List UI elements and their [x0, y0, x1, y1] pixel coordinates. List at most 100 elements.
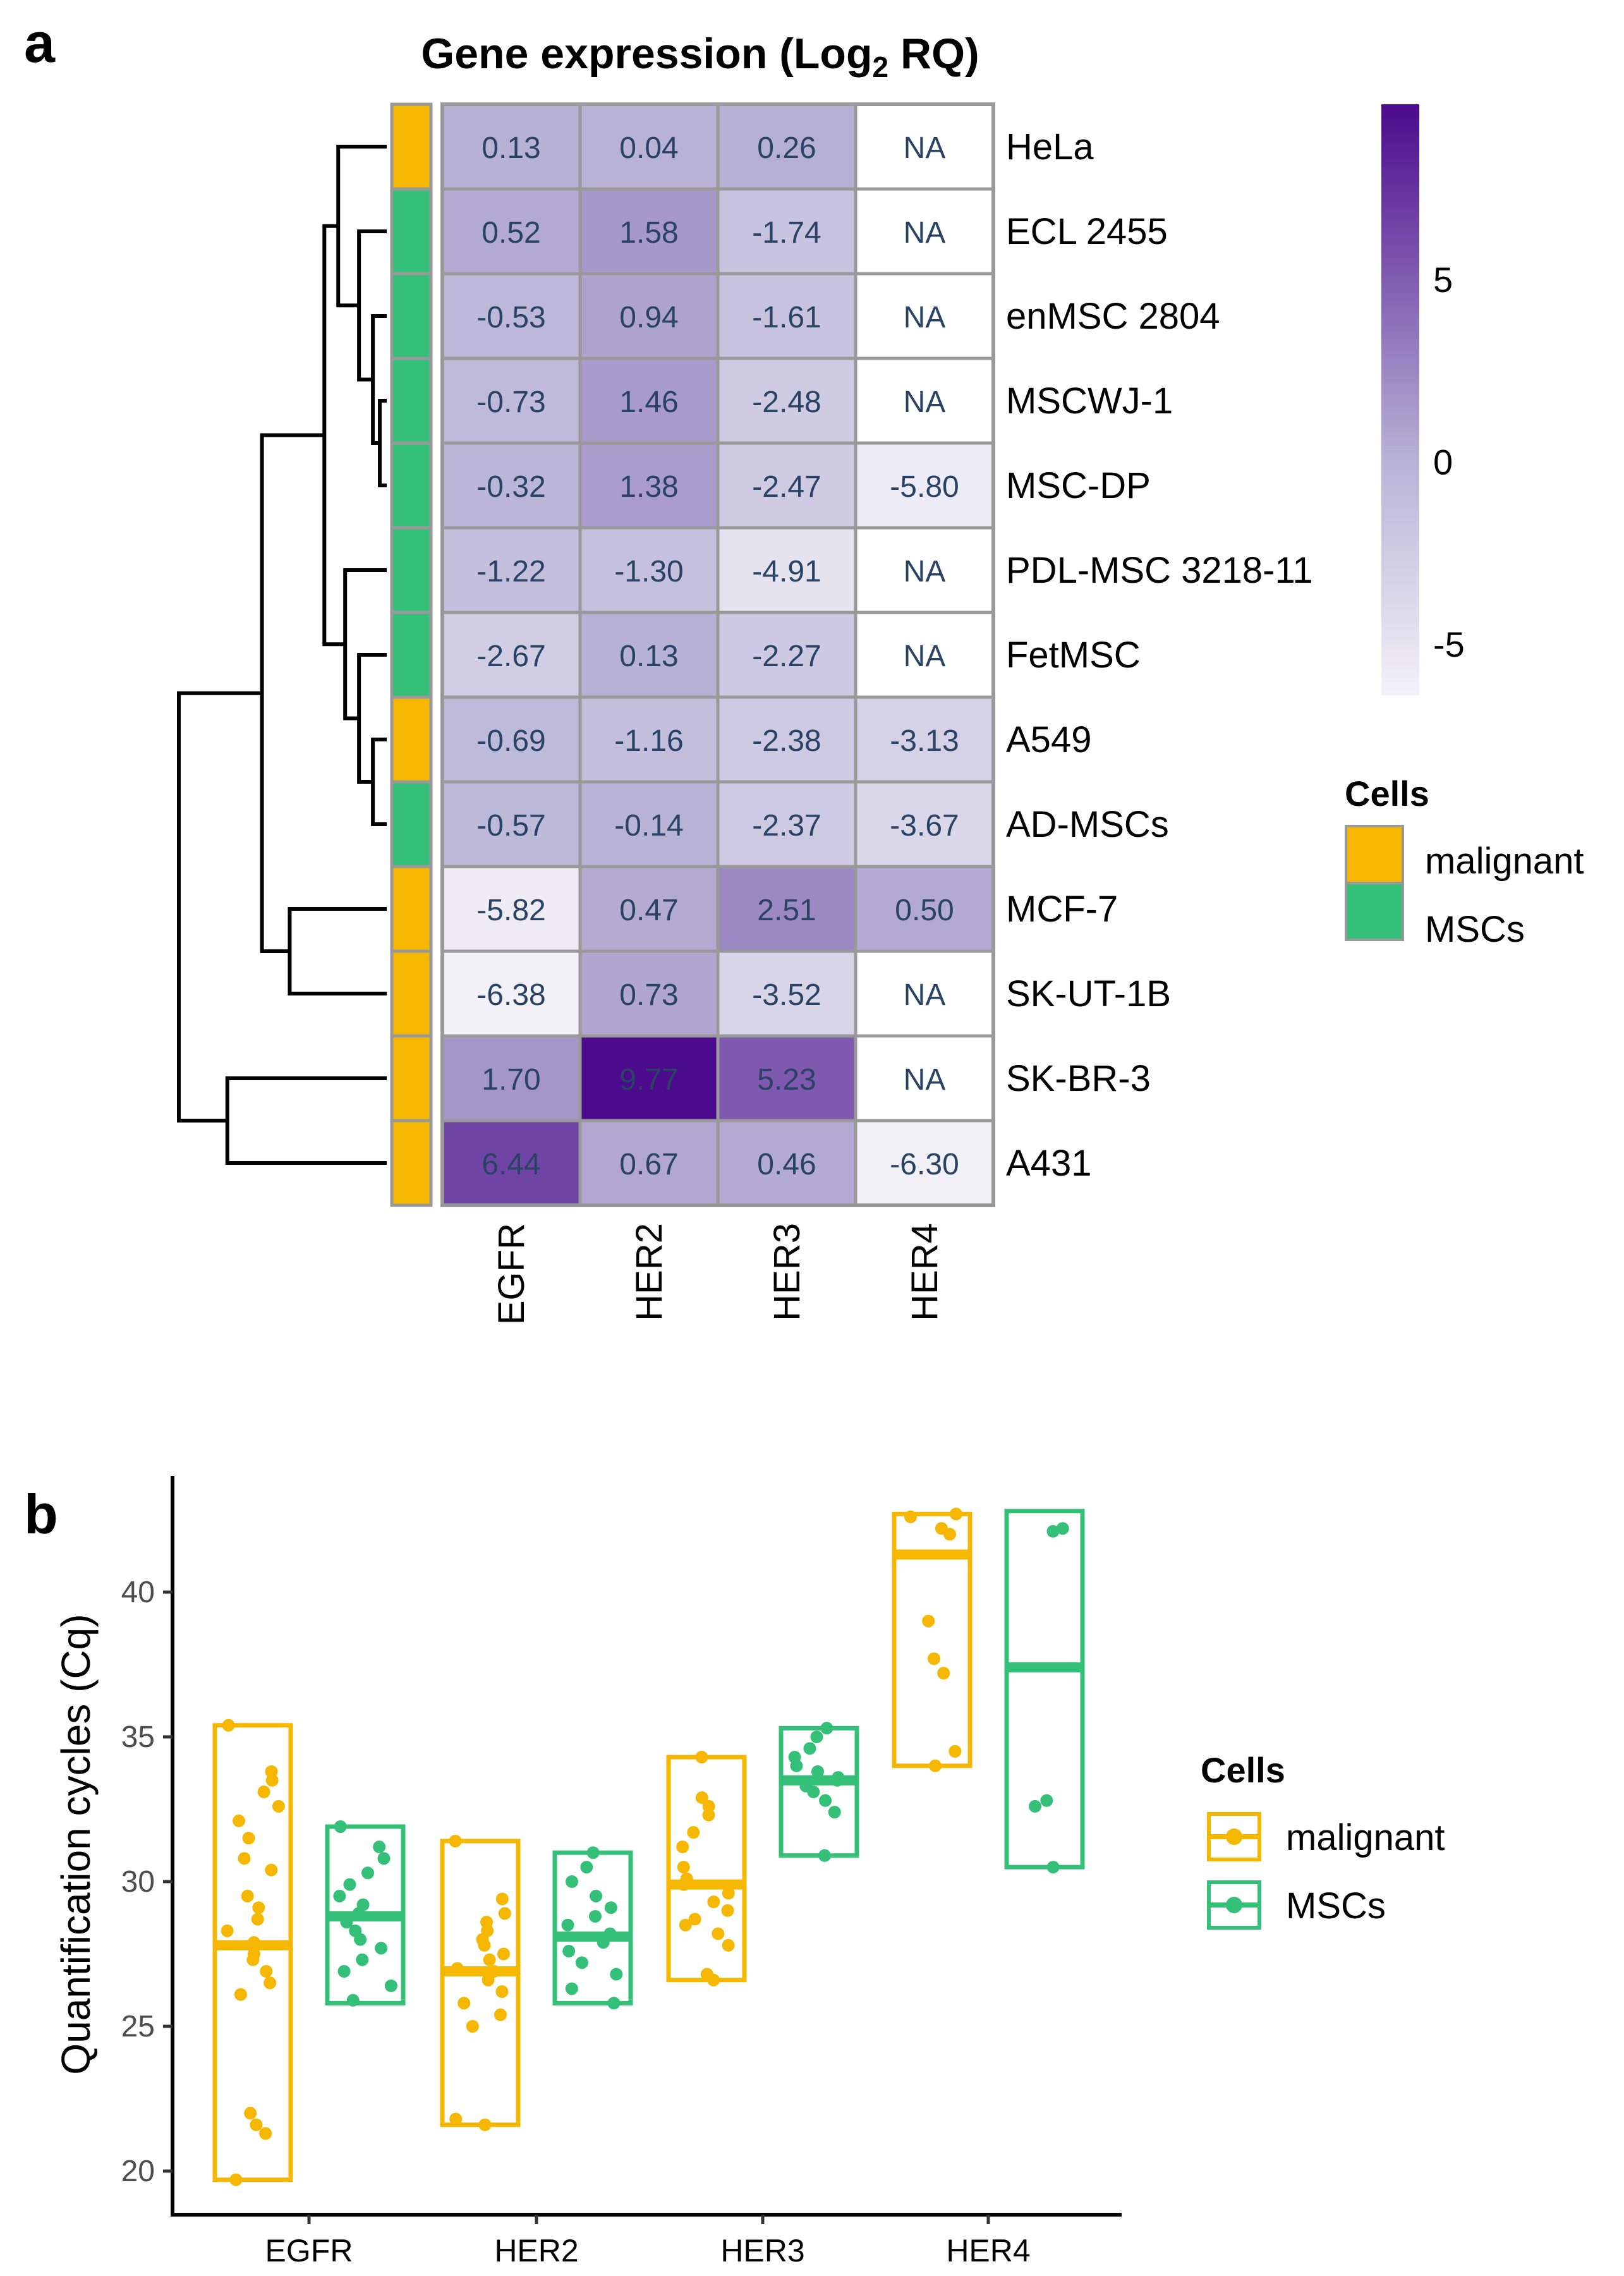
heatmap-cell-value: -5.82: [476, 894, 545, 927]
data-point-malignant: [695, 1751, 708, 1764]
heatmap-cell-value: NA: [904, 640, 946, 673]
data-point-malignant: [265, 1765, 278, 1778]
heatmap-cell-value: -2.47: [752, 470, 821, 504]
heatmap-cell: [716, 526, 857, 614]
heatmap-cell-value: 0.26: [757, 131, 816, 165]
data-point-malignant: [251, 1913, 264, 1926]
col-label: HER2: [629, 1223, 670, 1321]
row-label: A431: [1006, 1143, 1091, 1184]
heatmap-cell-value: -0.69: [476, 724, 545, 758]
heatmap-cell-value: 1.46: [619, 386, 678, 419]
data-point-mscs: [346, 1993, 360, 2007]
data-point-mscs: [580, 1861, 593, 1874]
data-point-mscs: [1046, 1524, 1060, 1538]
data-point-mscs: [604, 1901, 617, 1914]
data-point-mscs: [1056, 1522, 1069, 1535]
row-label: enMSC 2804: [1006, 296, 1220, 337]
data-point-malignant: [222, 1719, 235, 1732]
group-strip-cell: [390, 1034, 433, 1123]
data-point-mscs: [832, 1771, 845, 1784]
heatmap-cell-value: 6.44: [482, 1148, 540, 1181]
heatmap-cell: [440, 441, 582, 530]
group-strip-cell: [390, 187, 433, 276]
panel-b-label: b: [24, 1483, 58, 1545]
legend-b-label-mscs: MSCs: [1286, 1885, 1386, 1926]
heatmap-cell: [578, 1119, 720, 1207]
data-point-mscs: [607, 1997, 621, 2010]
heatmap-cell-value: -2.27: [752, 640, 821, 673]
dendrogram-link: [336, 145, 387, 308]
data-point-malignant: [494, 2008, 507, 2021]
heatmap-cell-value: NA: [904, 386, 946, 419]
range-box-mscs: [1004, 1509, 1085, 1870]
data-point-malignant: [495, 1985, 509, 1999]
dendrogram-link: [371, 738, 387, 826]
heatmap-cell: [578, 441, 720, 530]
y-axis-title: Quantification cycles (Cq): [53, 1614, 99, 2074]
heatmap-cell-value: NA: [904, 301, 946, 334]
cq-plot: 20 25 30 35 40 EGFR HER2 HER3 HER4 Quantificati…: [53, 1476, 1122, 2268]
data-point-mscs: [575, 1956, 588, 1969]
data-point-malignant: [487, 1964, 500, 1978]
heatmap-cell-value: 1.70: [482, 1063, 540, 1097]
range-boxes: [212, 1509, 1085, 2182]
data-point-malignant: [229, 2173, 243, 2186]
heatmap-cell-value: -0.57: [476, 809, 545, 843]
data-point-mscs: [373, 1841, 386, 1854]
data-point-malignant: [451, 1962, 464, 1975]
legend-b-key-mscs: [1207, 1880, 1261, 1930]
legend-b-label-malignant: malignant: [1286, 1817, 1445, 1858]
data-point-mscs: [819, 1794, 832, 1807]
dendrogram-link: [177, 691, 262, 1123]
heatmap-cell-value: -6.30: [890, 1148, 959, 1181]
heatmap-title-main: Gene expression (Log: [421, 30, 872, 78]
data-point-malignant: [700, 1968, 713, 1981]
heatmap-cell-value: 1.58: [619, 216, 678, 250]
heatmap-cell-value: -4.91: [752, 555, 821, 588]
group-strip-cell: [390, 526, 433, 614]
heatmap-cell: [578, 695, 720, 784]
heatmap-cell: [854, 1119, 995, 1207]
row-label: MSCWJ-1: [1006, 380, 1173, 422]
heatmap-cell-value: -2.48: [752, 386, 821, 419]
data-point-malignant: [449, 1834, 462, 1847]
data-point-mscs: [356, 1953, 369, 1966]
heatmap-cell-value: -1.61: [752, 301, 821, 334]
group-strip-cell: [390, 695, 433, 784]
row-label: SK-UT-1B: [1006, 973, 1171, 1014]
heatmap-cell: [578, 865, 720, 953]
row-label: HeLa: [1006, 126, 1094, 167]
data-point-mscs: [340, 1916, 353, 1929]
data-point-mscs: [803, 1742, 816, 1755]
data-point-mscs: [1040, 1794, 1053, 1807]
heatmap-cell-value: -6.38: [476, 978, 545, 1012]
group-strip-cell: [390, 865, 433, 953]
data-point-malignant: [238, 1852, 251, 1865]
y-tick-label: 20: [121, 2155, 155, 2188]
data-point-mscs: [349, 1924, 362, 1937]
heatmap-cell: [578, 356, 720, 445]
group-strip-cell: [390, 1119, 433, 1207]
heatmap-cell-value: 0.73: [619, 978, 678, 1012]
x-tick-label: HER3: [720, 2233, 804, 2268]
data-point-malignant: [722, 1887, 735, 1900]
col-label: EGFR: [491, 1223, 532, 1325]
data-point-mscs: [377, 1852, 391, 1865]
data-point-malignant: [247, 1947, 260, 1961]
legend-a-title: Cells: [1345, 774, 1429, 813]
heatmap-cell-value: -3.67: [890, 809, 959, 843]
group-strip-cell: [390, 102, 433, 191]
heatmap-cell-value: 9.77: [619, 1063, 678, 1097]
heatmap-cell-value: 0.50: [895, 894, 954, 927]
dendrogram-link: [288, 907, 387, 995]
data-point-malignant: [241, 1889, 254, 1902]
data-point-mscs: [610, 1968, 623, 1981]
range-box-malignant: [212, 1723, 293, 2182]
data-point-malignant: [257, 1786, 270, 1799]
data-point-mscs: [828, 1806, 841, 1819]
colorbar-tick-label: -5: [1433, 624, 1465, 664]
heatmap-cell-value: NA: [904, 131, 946, 165]
data-point-mscs: [799, 1779, 813, 1792]
legend-a-swatch-mscs: [1345, 882, 1404, 941]
